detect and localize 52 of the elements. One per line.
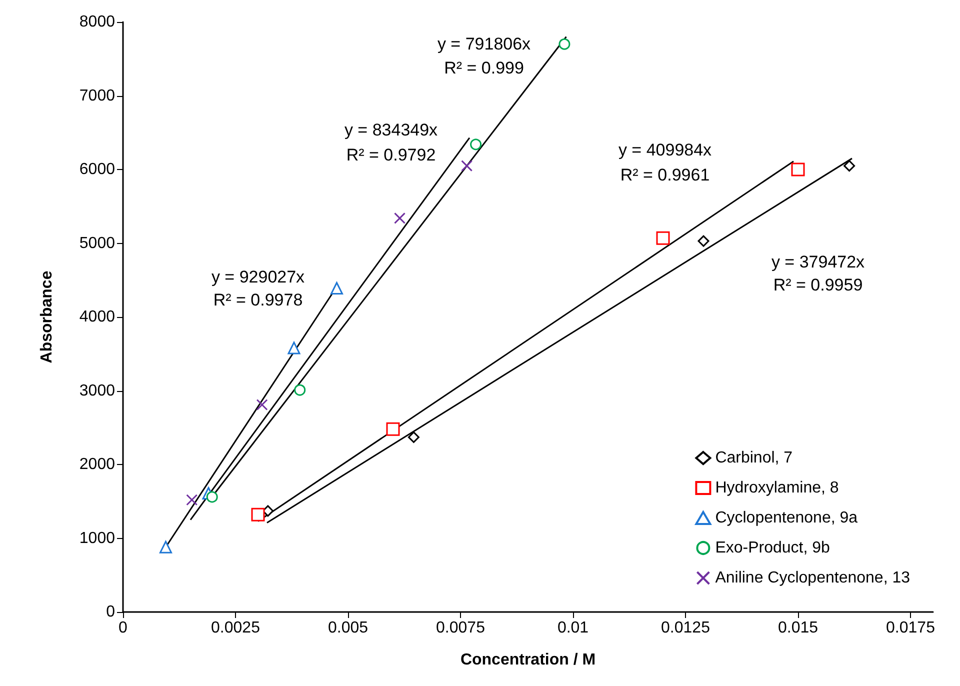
y-tick-label: 7000 [79, 87, 116, 104]
x-tick-label: 0.015 [778, 620, 818, 636]
point [386, 422, 400, 436]
x-tick-label: 0.0025 [211, 620, 260, 636]
y-tick-label: 3000 [79, 382, 116, 400]
x-tick-label: 0 [118, 620, 128, 636]
legend-label: Cyclopentenone, 9a [715, 510, 858, 526]
point [461, 160, 473, 172]
y-tick-label: 0 [106, 604, 116, 620]
annotation: y = 379472x [771, 252, 866, 272]
annotation: R² = 0.999 [444, 58, 524, 78]
point [698, 235, 710, 247]
annotation: y = 791806x [437, 34, 532, 54]
annotation: y = 834349x [344, 120, 438, 140]
x-tick-label: 0.005 [328, 620, 368, 636]
y-tick-label: 1000 [79, 530, 116, 547]
point [408, 431, 420, 443]
point [294, 384, 306, 396]
y-tick-label: 8000 [79, 14, 116, 30]
legend-label: Aniline Cyclopentenone, 13 [715, 570, 910, 586]
legend-label: Hydroxylamine, 8 [715, 480, 839, 496]
point [470, 138, 482, 150]
point [206, 491, 218, 503]
annotation: R² = 0.9959 [773, 276, 863, 294]
annotation: R² = 0.9978 [213, 290, 303, 310]
x-tick-label: 0.0075 [436, 620, 486, 636]
annotation: y = 929027x [211, 268, 306, 286]
annotation: R² = 0.9792 [346, 146, 436, 164]
legend-label: Carbinol, 7 [715, 450, 793, 466]
point [288, 342, 300, 354]
point [186, 494, 198, 506]
annotation: y = 409984x [618, 140, 712, 160]
point [791, 162, 805, 176]
point [844, 160, 856, 172]
y-tick-label: 2000 [79, 456, 116, 473]
annotation: R² = 0.9961 [620, 166, 710, 184]
x-axis-title: Concentration / M [460, 652, 596, 668]
x-tick-label: 0.01 [557, 620, 589, 636]
y-tick-label: 5000 [79, 234, 116, 252]
point [256, 399, 268, 411]
y-tick-label: 4000 [79, 308, 116, 326]
point [251, 508, 265, 522]
y-axis-title: Absorbance [38, 270, 56, 364]
point [656, 231, 670, 245]
x-tick-label: 0.0175 [886, 620, 936, 636]
point [558, 38, 570, 50]
legend-label: Exo-Product, 9b [715, 540, 830, 556]
point [160, 540, 172, 554]
point [330, 282, 343, 294]
y-tick-label: 6000 [79, 161, 116, 178]
point [394, 212, 406, 224]
x-tick-label: 0.0125 [661, 620, 710, 636]
